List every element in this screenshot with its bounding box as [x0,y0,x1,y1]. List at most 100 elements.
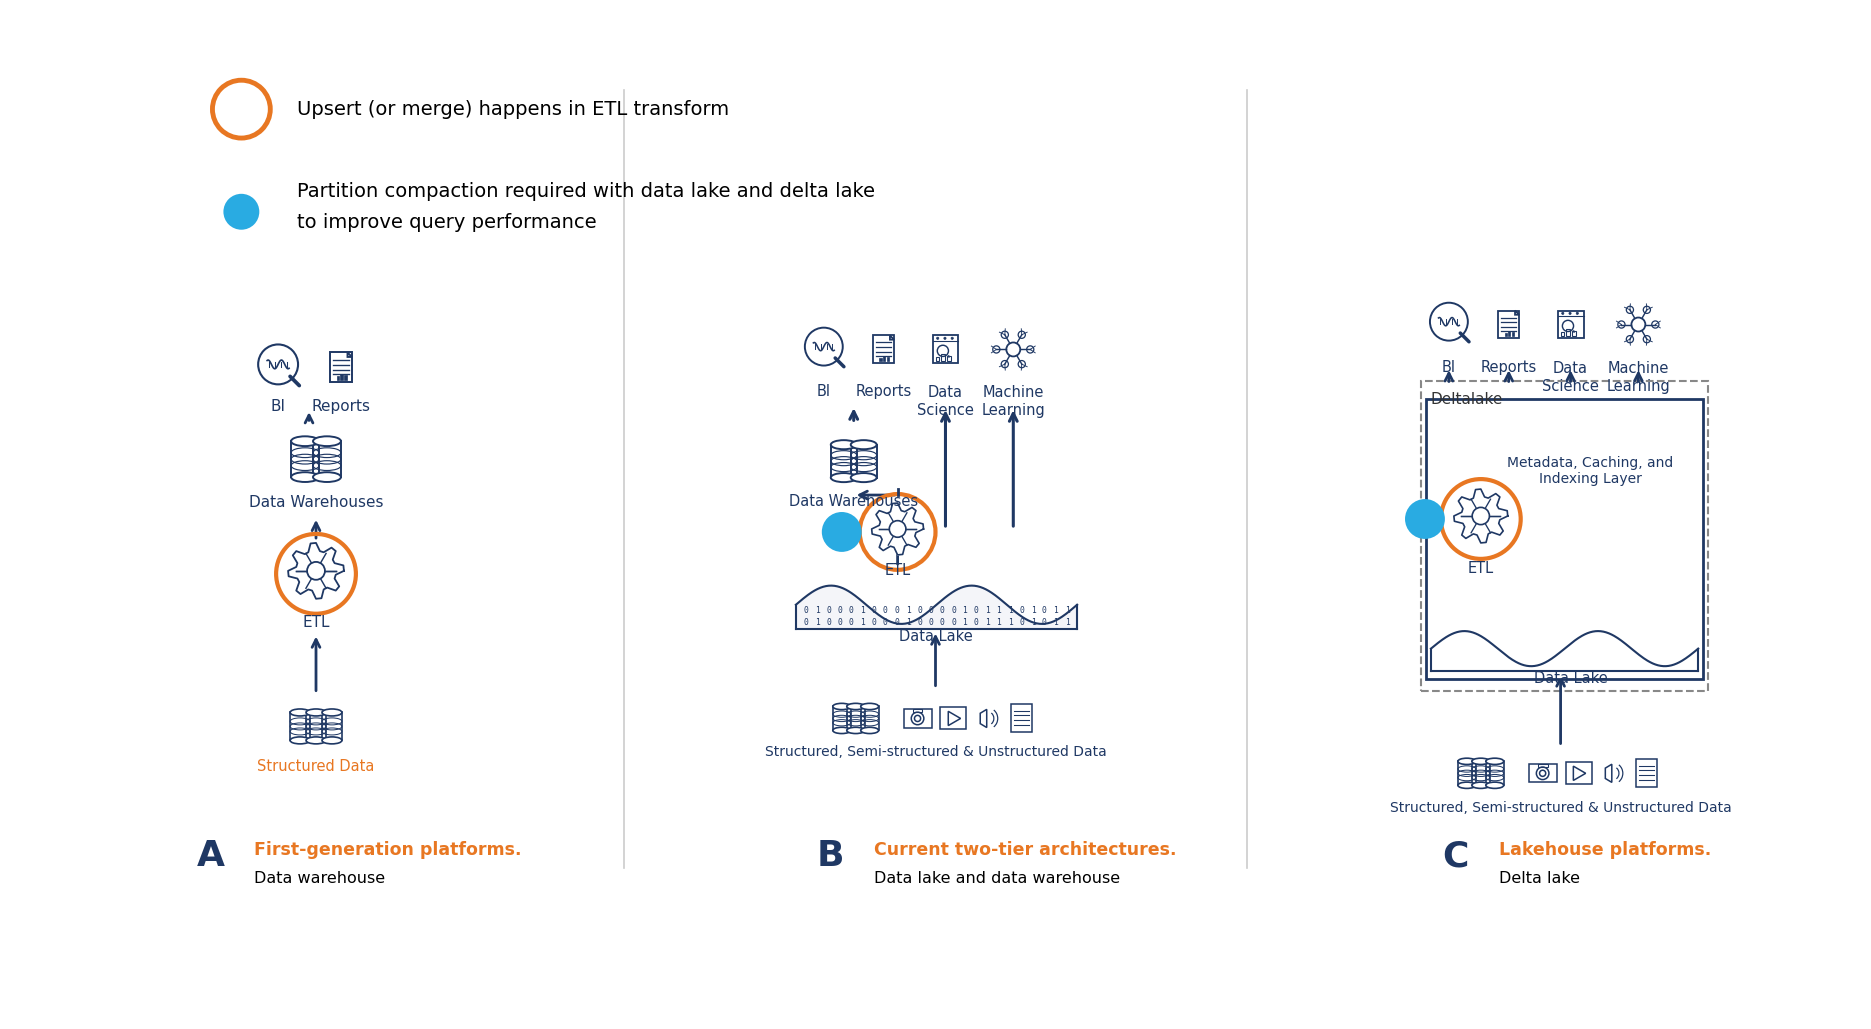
Text: 0: 0 [1472,650,1476,660]
Text: 1: 1 [1663,650,1669,660]
Text: ETL: ETL [303,615,329,630]
Text: 1: 1 [1495,662,1499,671]
Ellipse shape [1486,782,1504,788]
Ellipse shape [851,440,877,450]
Text: 1: 1 [1686,662,1691,671]
Text: 0: 0 [950,618,956,628]
Text: Data warehouse: Data warehouse [254,871,385,886]
Text: 0: 0 [1461,650,1465,660]
Text: ETL: ETL [1467,562,1493,576]
Text: 0: 0 [803,618,808,628]
Text: 1: 1 [1008,618,1012,628]
Text: 1: 1 [1053,606,1059,615]
Text: 1: 1 [1008,606,1012,615]
Text: 1: 1 [1663,662,1669,671]
Text: 0: 0 [1607,650,1611,660]
Ellipse shape [292,436,318,447]
Text: 0: 0 [1484,650,1487,660]
Polygon shape [872,503,924,555]
Text: Structured, Semi-structured & Unstructured Data: Structured, Semi-structured & Unstructur… [765,745,1106,759]
Text: 1: 1 [1540,662,1544,671]
Ellipse shape [307,709,326,716]
Text: 0: 0 [950,606,956,615]
Polygon shape [891,335,894,340]
Text: A: A [196,839,225,873]
Ellipse shape [1458,782,1476,788]
Text: 0: 0 [1439,650,1443,660]
FancyBboxPatch shape [1504,333,1506,336]
Text: Machine
Learning: Machine Learning [1607,361,1671,393]
Text: 0: 0 [928,606,934,615]
Text: 1: 1 [1031,618,1035,628]
Text: 1: 1 [1641,662,1646,671]
Text: 0: 0 [1517,650,1521,660]
Text: 0: 0 [849,618,853,628]
Text: 0: 0 [883,618,889,628]
Ellipse shape [821,512,863,552]
Ellipse shape [290,737,311,744]
Text: BI: BI [1443,360,1456,375]
Ellipse shape [223,193,260,229]
Ellipse shape [833,704,851,710]
Text: Data
Science: Data Science [1542,361,1600,393]
Text: 1: 1 [1618,662,1624,671]
Text: 0: 0 [917,606,922,615]
Text: 1: 1 [1596,650,1600,660]
Text: 0: 0 [939,606,945,615]
FancyBboxPatch shape [1426,399,1703,678]
Ellipse shape [1472,758,1489,765]
Text: 1: 1 [1686,650,1691,660]
Text: 1: 1 [1450,662,1454,671]
Text: Deltalake: Deltalake [1431,392,1502,406]
Text: 1: 1 [1065,618,1070,628]
Text: 0: 0 [1551,662,1555,671]
Text: 1: 1 [906,618,911,628]
Text: 0: 0 [928,618,934,628]
Text: 1: 1 [1495,650,1499,660]
Text: 0: 0 [1506,650,1510,660]
Ellipse shape [848,704,864,710]
Text: 0: 0 [1675,662,1680,671]
Text: BI: BI [271,399,286,414]
Text: 1: 1 [1641,650,1646,660]
Ellipse shape [937,338,939,340]
Text: C: C [1443,839,1469,873]
Text: Data Warehouses: Data Warehouses [249,495,384,509]
Text: 1: 1 [1450,650,1454,660]
Ellipse shape [1486,758,1504,765]
Ellipse shape [861,704,879,710]
Text: to improve query performance: to improve query performance [297,213,597,232]
Polygon shape [1516,311,1519,315]
Text: Lakehouse platforms.: Lakehouse platforms. [1499,841,1710,859]
Text: Data lake and data warehouse: Data lake and data warehouse [874,871,1119,886]
Text: 0: 0 [1585,650,1588,660]
Text: 0: 0 [1042,606,1048,615]
Text: 1: 1 [906,606,911,615]
Text: 0: 0 [1472,662,1476,671]
Text: 0: 0 [1506,662,1510,671]
Text: 0: 0 [1574,650,1577,660]
Ellipse shape [1472,507,1489,525]
Ellipse shape [831,440,857,450]
Ellipse shape [848,728,864,734]
Text: 1: 1 [1053,618,1059,628]
Text: 0: 0 [1484,662,1487,671]
Text: Current two-tier architectures.: Current two-tier architectures. [874,841,1177,859]
Text: 1: 1 [1618,650,1624,660]
Text: 0: 0 [838,618,842,628]
Text: 0: 0 [894,606,900,615]
Text: 1: 1 [1596,662,1600,671]
Text: 0: 0 [939,618,945,628]
Text: 1: 1 [997,618,1001,628]
Text: 0: 0 [1652,650,1658,660]
Text: B: B [818,839,844,873]
Polygon shape [288,543,344,599]
FancyBboxPatch shape [337,377,339,380]
Text: 1: 1 [861,618,864,628]
Ellipse shape [292,472,318,482]
Text: 0: 0 [1020,606,1023,615]
Text: 0: 0 [973,618,979,628]
Ellipse shape [1562,312,1564,315]
Text: 0: 0 [883,606,889,615]
Ellipse shape [950,338,954,340]
